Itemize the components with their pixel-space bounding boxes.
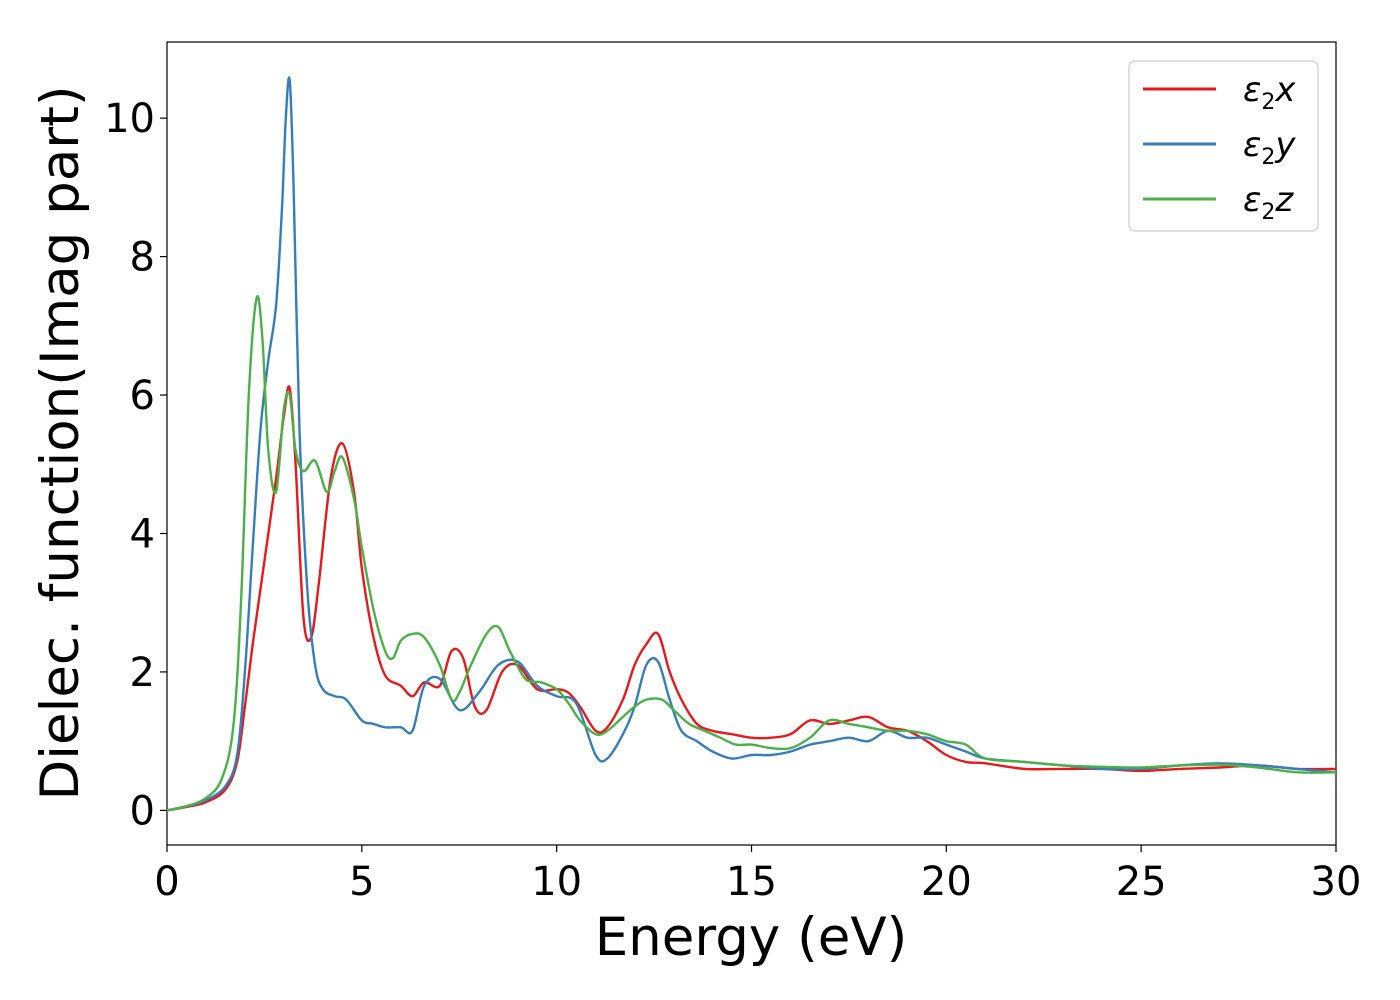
x-tick-label: 15 — [726, 859, 777, 905]
y-tick-label: 10 — [104, 96, 155, 142]
x-tick-label: 20 — [921, 859, 972, 905]
x-axis-ticks: 0 5 10 15 20 25 30 — [154, 845, 1361, 905]
y-tick-label: 4 — [130, 511, 155, 557]
x-tick-label: 25 — [1116, 859, 1167, 905]
x-tick-label: 10 — [531, 859, 582, 905]
legend: ε2x ε2y ε2z — [1128, 60, 1319, 232]
x-axis-label: Energy (eV) — [595, 907, 908, 968]
legend-frame — [1128, 60, 1319, 232]
series-line-y — [166, 76, 1337, 812]
y-tick-label: 8 — [130, 235, 155, 281]
x-tick-label: 5 — [349, 859, 374, 905]
y-tick-label: 2 — [130, 650, 155, 696]
series-line-x — [166, 385, 1337, 812]
y-tick-label: 6 — [130, 373, 155, 419]
legend-label-z: ε2z — [1243, 180, 1294, 225]
x-tick-label: 0 — [154, 859, 179, 905]
legend-label-x: ε2x — [1243, 70, 1296, 115]
x-tick-label: 30 — [1311, 859, 1362, 905]
y-tick-label: 0 — [130, 788, 155, 834]
series-layer — [166, 76, 1337, 812]
series-line-z — [166, 295, 1337, 812]
legend-label-y: ε2y — [1243, 125, 1296, 170]
y-axis-ticks: 0 2 4 6 8 10 — [104, 96, 167, 834]
y-axis-label: Dielec. function(Imag part) — [30, 85, 91, 800]
